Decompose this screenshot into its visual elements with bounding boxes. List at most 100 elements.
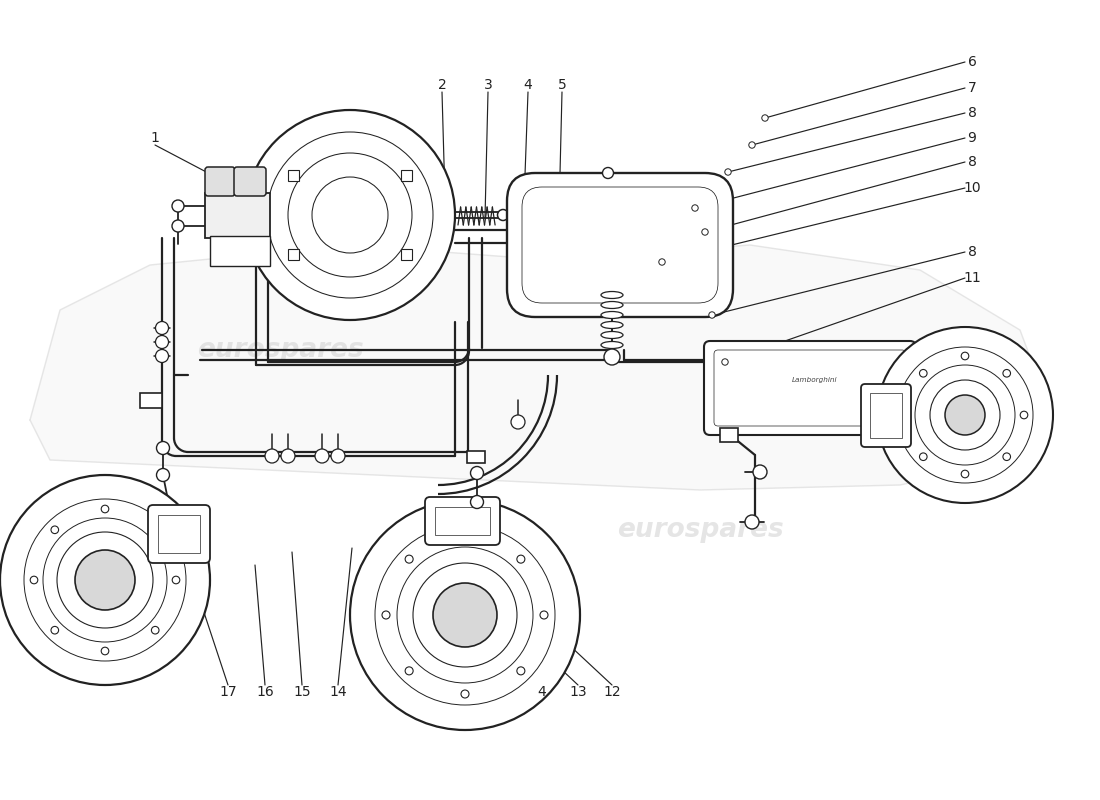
- Text: 8: 8: [968, 155, 977, 169]
- Ellipse shape: [601, 322, 623, 329]
- FancyBboxPatch shape: [205, 167, 235, 196]
- Circle shape: [461, 690, 469, 698]
- FancyBboxPatch shape: [148, 505, 210, 563]
- Bar: [158, 515, 200, 553]
- Circle shape: [280, 449, 295, 463]
- FancyBboxPatch shape: [704, 341, 916, 435]
- Text: 10: 10: [964, 181, 981, 195]
- Text: 5: 5: [558, 78, 566, 92]
- Circle shape: [1020, 411, 1027, 419]
- Text: 4: 4: [538, 685, 547, 699]
- Circle shape: [930, 380, 1000, 450]
- Circle shape: [172, 220, 184, 232]
- Circle shape: [915, 365, 1015, 465]
- Circle shape: [961, 470, 969, 478]
- Circle shape: [433, 583, 497, 647]
- Circle shape: [902, 411, 910, 419]
- Circle shape: [471, 466, 484, 479]
- Circle shape: [497, 210, 508, 221]
- Circle shape: [156, 469, 169, 482]
- Text: 7: 7: [968, 81, 977, 95]
- Text: 2: 2: [438, 78, 447, 92]
- Text: 6: 6: [968, 55, 977, 69]
- Circle shape: [43, 518, 167, 642]
- Circle shape: [375, 525, 556, 705]
- Circle shape: [471, 495, 484, 509]
- Bar: [140, 393, 162, 408]
- Ellipse shape: [601, 311, 623, 318]
- Text: 4: 4: [524, 78, 532, 92]
- FancyBboxPatch shape: [861, 384, 911, 447]
- Circle shape: [156, 442, 169, 454]
- Text: eurospares: eurospares: [197, 337, 363, 363]
- Text: eurospares: eurospares: [617, 517, 783, 543]
- FancyBboxPatch shape: [205, 193, 270, 238]
- Circle shape: [312, 177, 388, 253]
- Circle shape: [173, 576, 179, 584]
- Bar: [468, 451, 485, 463]
- Text: 1: 1: [151, 131, 160, 145]
- Circle shape: [155, 335, 168, 349]
- Bar: [434, 507, 490, 535]
- Text: Lamborghini: Lamborghini: [792, 377, 838, 383]
- Circle shape: [725, 169, 732, 175]
- FancyBboxPatch shape: [425, 497, 500, 545]
- FancyBboxPatch shape: [714, 350, 906, 426]
- Text: 9: 9: [968, 131, 977, 145]
- Text: 8: 8: [968, 106, 977, 120]
- Text: 17: 17: [219, 685, 236, 699]
- Circle shape: [382, 611, 390, 619]
- FancyBboxPatch shape: [507, 173, 733, 317]
- Circle shape: [101, 647, 109, 654]
- Circle shape: [603, 167, 614, 178]
- Polygon shape: [30, 245, 1050, 490]
- Text: 13: 13: [569, 685, 586, 699]
- Circle shape: [75, 550, 135, 610]
- Circle shape: [288, 153, 412, 277]
- Circle shape: [702, 229, 708, 235]
- Circle shape: [155, 350, 168, 362]
- Circle shape: [57, 532, 153, 628]
- Circle shape: [152, 626, 160, 634]
- Circle shape: [762, 114, 768, 122]
- Circle shape: [749, 142, 756, 148]
- Circle shape: [331, 449, 345, 463]
- Circle shape: [512, 415, 525, 429]
- Ellipse shape: [601, 331, 623, 338]
- Circle shape: [722, 358, 728, 365]
- Circle shape: [51, 526, 58, 534]
- Circle shape: [350, 500, 580, 730]
- Bar: [720, 428, 738, 442]
- FancyBboxPatch shape: [522, 187, 718, 303]
- Circle shape: [920, 453, 927, 461]
- Circle shape: [245, 110, 455, 320]
- Circle shape: [659, 258, 666, 266]
- Circle shape: [517, 667, 525, 675]
- Circle shape: [1003, 453, 1011, 461]
- Text: 3: 3: [484, 78, 493, 92]
- Text: 16: 16: [256, 685, 274, 699]
- Circle shape: [315, 449, 329, 463]
- Circle shape: [412, 563, 517, 667]
- Bar: [288, 170, 299, 181]
- Circle shape: [1003, 370, 1011, 377]
- Text: 15: 15: [294, 685, 311, 699]
- Circle shape: [461, 532, 469, 540]
- Bar: [402, 170, 412, 181]
- Circle shape: [267, 132, 433, 298]
- Circle shape: [896, 347, 1033, 483]
- Circle shape: [745, 515, 759, 529]
- Circle shape: [101, 506, 109, 513]
- Circle shape: [51, 626, 58, 634]
- FancyBboxPatch shape: [210, 236, 270, 266]
- FancyBboxPatch shape: [234, 167, 266, 196]
- Ellipse shape: [601, 342, 623, 349]
- Bar: [288, 249, 299, 260]
- Circle shape: [155, 322, 168, 334]
- Circle shape: [517, 555, 525, 563]
- Bar: [870, 393, 902, 438]
- Circle shape: [877, 327, 1053, 503]
- Text: 12: 12: [603, 685, 620, 699]
- Circle shape: [692, 205, 698, 211]
- Circle shape: [30, 576, 37, 584]
